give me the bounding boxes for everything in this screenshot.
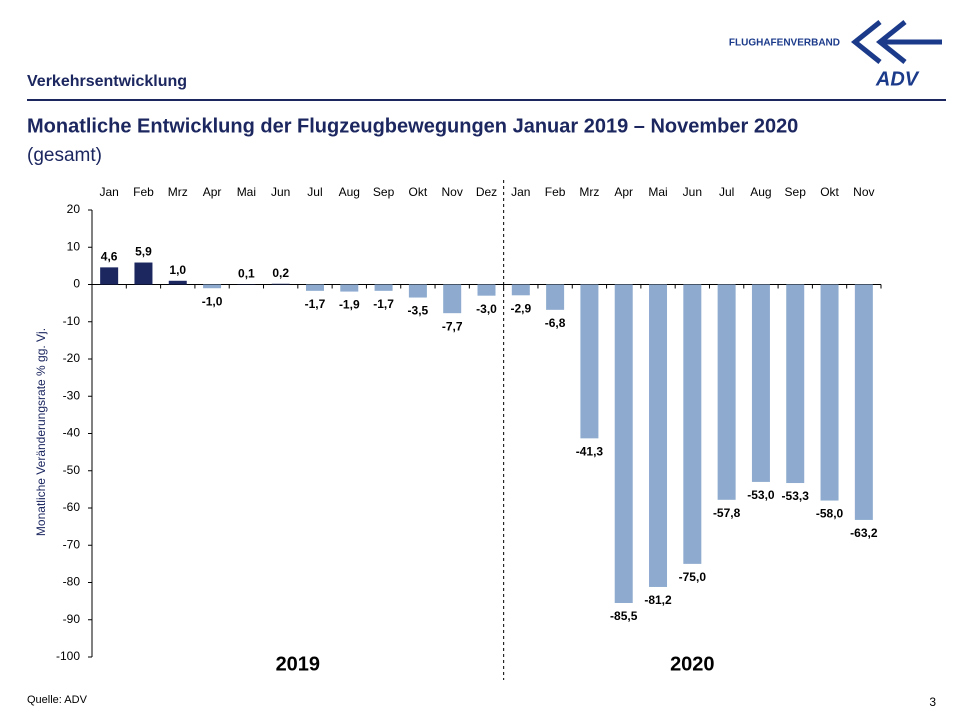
y-tick-label: -50 [63, 463, 81, 477]
y-tick-label: -80 [63, 575, 81, 589]
value-label: 5,9 [135, 245, 152, 259]
value-label: 0,1 [238, 266, 255, 280]
value-label: -53,3 [782, 489, 810, 503]
y-tick-label: -30 [63, 388, 81, 402]
value-label: 0,2 [272, 266, 289, 280]
x-tick-label: Jan [511, 185, 530, 199]
y-tick-label: -10 [63, 314, 81, 328]
value-label: -1,7 [373, 297, 394, 311]
value-label: -3,5 [408, 304, 429, 318]
value-label: -63,2 [850, 526, 878, 540]
y-axis-label: Monatliche Veränderungsrate % gg. Vj. [34, 328, 48, 536]
value-label: -2,9 [510, 301, 531, 315]
bar [271, 283, 290, 285]
value-label: -75,0 [679, 570, 707, 584]
bar [408, 284, 427, 298]
bar [649, 284, 668, 587]
x-tick-label: Apr [614, 185, 633, 199]
value-label: -85,5 [610, 609, 638, 623]
bar [854, 284, 873, 520]
bar [443, 284, 462, 314]
x-tick-label: Jun [271, 185, 290, 199]
year-label: 2020 [670, 653, 715, 675]
y-tick-label: -90 [63, 612, 81, 626]
value-label: 4,6 [101, 250, 118, 264]
bar [511, 284, 530, 296]
x-tick-label: Aug [339, 185, 360, 199]
bar [477, 284, 496, 296]
x-tick-label: Mai [648, 185, 667, 199]
bar [614, 284, 633, 603]
bar [100, 267, 119, 285]
y-tick-label: 10 [67, 239, 81, 253]
logo-text: FLUGHAFENVERBAND [729, 38, 840, 49]
value-label: -81,2 [644, 593, 672, 607]
bar [717, 284, 736, 500]
x-tick-label: Nov [853, 185, 874, 199]
x-tick-label: Okt [409, 185, 428, 199]
x-tick-label: Mrz [579, 185, 599, 199]
x-tick-label: Aug [750, 185, 771, 199]
y-tick-label: -40 [63, 426, 81, 440]
source: Quelle: ADV [27, 694, 88, 706]
x-tick-label: Okt [820, 185, 839, 199]
bar [134, 262, 153, 285]
x-tick-label: Nov [442, 185, 463, 199]
x-tick-label: Sep [373, 185, 395, 199]
x-tick-label: Apr [203, 185, 222, 199]
bar [168, 280, 187, 285]
y-tick-label: -70 [63, 537, 81, 551]
year-label: 2019 [276, 653, 321, 675]
x-tick-label: Mrz [168, 185, 188, 199]
bar [546, 284, 565, 310]
chart-title: Monatliche Entwicklung der Flugzeugbeweg… [27, 115, 798, 137]
value-label: -7,7 [442, 319, 463, 333]
value-label: -3,0 [476, 302, 497, 316]
value-label: -1,9 [339, 298, 360, 312]
x-tick-label: Feb [133, 185, 154, 199]
logo-chevrons [850, 20, 942, 64]
y-tick-label: -20 [63, 351, 81, 365]
y-tick-label: 0 [73, 277, 80, 291]
bar [203, 284, 222, 289]
value-label: -41,3 [576, 445, 604, 459]
bar [751, 284, 770, 482]
y-tick-label: 20 [67, 202, 81, 216]
bar [820, 284, 839, 501]
value-label: -58,0 [816, 507, 844, 521]
x-tick-label: Jan [99, 185, 118, 199]
x-tick-label: Jul [719, 185, 734, 199]
bar [340, 284, 359, 292]
x-tick-label: Jul [307, 185, 322, 199]
value-label: -1,0 [202, 294, 223, 308]
x-tick-label: Mai [237, 185, 256, 199]
value-label: -57,8 [713, 506, 741, 520]
bar [786, 284, 805, 484]
section-title: Verkehrsentwicklung [27, 73, 187, 90]
value-label: -53,0 [747, 488, 775, 502]
y-tick-label: -100 [56, 649, 80, 663]
x-tick-label: Dez [476, 185, 497, 199]
value-label: -1,7 [305, 297, 326, 311]
chart-subtitle: (gesamt) [27, 145, 102, 166]
y-tick-label: -60 [63, 500, 81, 514]
x-tick-label: Sep [785, 185, 807, 199]
x-tick-label: Jun [683, 185, 702, 199]
x-tick-label: Feb [545, 185, 566, 199]
bar [305, 284, 324, 291]
bar [374, 284, 393, 291]
bar [580, 284, 599, 439]
logo-mark: ADV [875, 68, 920, 90]
page-number: 3 [929, 695, 936, 709]
value-label: -6,8 [545, 316, 566, 330]
value-label: 1,0 [169, 263, 186, 277]
bar [683, 284, 702, 564]
